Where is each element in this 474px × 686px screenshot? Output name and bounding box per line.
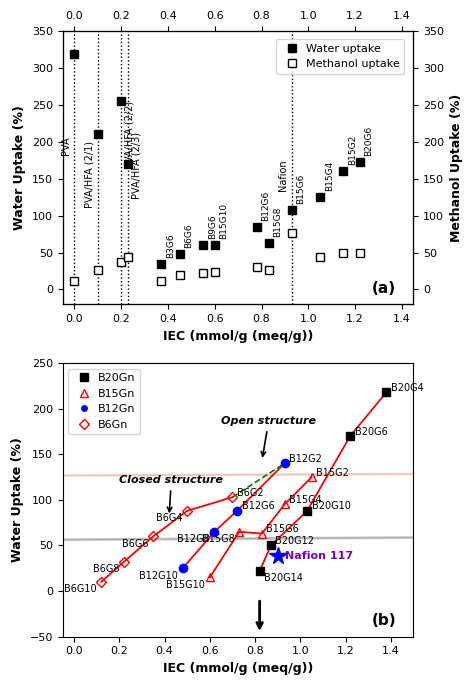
Text: (b): (b) [371,613,396,628]
Text: B6G8: B6G8 [93,564,119,574]
Text: B9G6: B9G6 [208,215,217,239]
Text: B20G12: B20G12 [275,536,314,546]
Text: PVA/HFA (2/1): PVA/HFA (2/1) [84,141,94,209]
Text: B12G8: B12G8 [177,534,210,544]
Text: B3G6: B3G6 [165,233,174,258]
Text: B15G8: B15G8 [202,534,235,544]
Text: PVA: PVA [61,136,71,154]
Text: PVA/HFA (2/2): PVA/HFA (2/2) [125,101,135,168]
Legend: Water uptake, Methanol uptake: Water uptake, Methanol uptake [276,39,404,73]
Ellipse shape [0,415,474,534]
Text: B15G2: B15G2 [316,468,349,477]
Legend: B20Gn, B15Gn, B12Gn, B6Gn: B20Gn, B15Gn, B12Gn, B6Gn [68,369,140,434]
Text: B12G10: B12G10 [139,571,178,580]
Text: B20G10: B20G10 [312,501,351,511]
Text: Closed structure: Closed structure [119,475,223,512]
X-axis label: IEC (mmol/g (meq/g)): IEC (mmol/g (meq/g)) [163,662,313,675]
Ellipse shape [0,497,474,581]
Text: B12G6: B12G6 [242,501,274,511]
Y-axis label: Water Uptake (%): Water Uptake (%) [13,105,27,230]
Y-axis label: Methanol Uptake (%): Methanol Uptake (%) [450,93,463,241]
Text: B6G4: B6G4 [156,513,182,523]
Text: B15G4: B15G4 [289,495,322,505]
Y-axis label: Water Uptake (%): Water Uptake (%) [11,438,24,563]
Text: B6G10: B6G10 [64,584,97,594]
Text: B12G2: B12G2 [289,454,322,464]
Text: B6G2: B6G2 [237,488,264,497]
Text: B15G10: B15G10 [219,203,228,239]
Text: B15G10: B15G10 [166,580,205,590]
X-axis label: IEC (mmol/g (meq/g)): IEC (mmol/g (meq/g)) [163,329,313,342]
Text: B20G6: B20G6 [355,427,387,436]
Text: B15G8: B15G8 [273,206,282,237]
Text: B15G4: B15G4 [325,161,334,191]
Text: B6G6: B6G6 [122,539,149,549]
Text: Open structure: Open structure [221,416,316,456]
Text: B15G6: B15G6 [297,174,306,204]
Text: PVA/HFA (2/3): PVA/HFA (2/3) [132,132,142,199]
Text: B12G6: B12G6 [262,191,271,221]
Text: B15G2: B15G2 [348,135,357,165]
Text: Nafion: Nafion [278,159,288,191]
Text: (a): (a) [372,281,396,296]
Text: B20G4: B20G4 [391,383,424,393]
Text: Nafion 117: Nafion 117 [284,552,353,561]
Text: B15G6: B15G6 [266,524,299,534]
Text: B20G6: B20G6 [365,126,374,156]
Text: B20G14: B20G14 [264,573,303,583]
Text: B6G6: B6G6 [184,224,193,248]
